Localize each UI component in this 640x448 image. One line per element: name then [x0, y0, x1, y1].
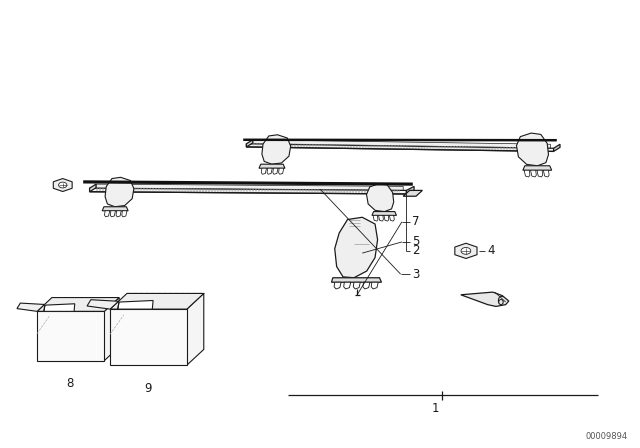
Polygon shape	[53, 179, 72, 191]
Polygon shape	[187, 293, 204, 365]
Polygon shape	[110, 309, 187, 365]
Polygon shape	[259, 164, 285, 168]
Text: 6: 6	[496, 294, 504, 308]
Polygon shape	[372, 211, 396, 215]
Polygon shape	[378, 215, 383, 221]
Polygon shape	[96, 184, 403, 190]
Polygon shape	[253, 140, 550, 148]
Text: 00009894: 00009894	[585, 432, 627, 441]
Text: 3: 3	[412, 267, 420, 281]
Polygon shape	[278, 168, 284, 174]
Polygon shape	[122, 211, 127, 217]
Polygon shape	[104, 211, 109, 217]
Polygon shape	[373, 215, 378, 221]
Polygon shape	[37, 311, 104, 361]
Text: 2: 2	[412, 244, 420, 258]
Polygon shape	[353, 282, 360, 289]
Polygon shape	[537, 170, 543, 177]
Polygon shape	[461, 292, 509, 306]
Polygon shape	[273, 168, 278, 174]
Polygon shape	[44, 304, 75, 311]
Text: 9: 9	[145, 382, 152, 396]
Text: 1: 1	[431, 402, 439, 415]
Polygon shape	[332, 278, 381, 282]
Polygon shape	[110, 211, 115, 217]
Polygon shape	[371, 282, 378, 289]
Polygon shape	[406, 186, 414, 194]
Polygon shape	[90, 184, 96, 192]
Polygon shape	[334, 282, 341, 289]
Polygon shape	[554, 144, 560, 151]
Polygon shape	[246, 144, 554, 151]
Circle shape	[461, 247, 471, 254]
Polygon shape	[516, 133, 548, 166]
Text: 8: 8	[67, 376, 74, 390]
Polygon shape	[102, 207, 128, 211]
Polygon shape	[37, 297, 119, 311]
Polygon shape	[261, 168, 266, 174]
Polygon shape	[87, 300, 118, 309]
Polygon shape	[105, 177, 134, 207]
Polygon shape	[363, 282, 370, 289]
Polygon shape	[455, 243, 477, 258]
Polygon shape	[344, 282, 351, 289]
Polygon shape	[384, 215, 389, 221]
Polygon shape	[524, 170, 530, 177]
Polygon shape	[543, 170, 549, 177]
Polygon shape	[403, 190, 422, 196]
Polygon shape	[90, 188, 406, 194]
Polygon shape	[246, 140, 253, 147]
Polygon shape	[367, 184, 394, 211]
Polygon shape	[110, 293, 204, 309]
Polygon shape	[116, 211, 121, 217]
Polygon shape	[389, 215, 394, 221]
Polygon shape	[104, 297, 119, 361]
Polygon shape	[531, 170, 536, 177]
Polygon shape	[118, 301, 153, 309]
Polygon shape	[267, 168, 272, 174]
Polygon shape	[17, 303, 45, 311]
Polygon shape	[335, 217, 378, 278]
Polygon shape	[262, 135, 291, 164]
Text: 5: 5	[412, 235, 420, 249]
Circle shape	[59, 182, 67, 188]
Text: 7: 7	[412, 215, 420, 228]
Polygon shape	[523, 166, 552, 170]
Text: 4: 4	[488, 244, 495, 258]
